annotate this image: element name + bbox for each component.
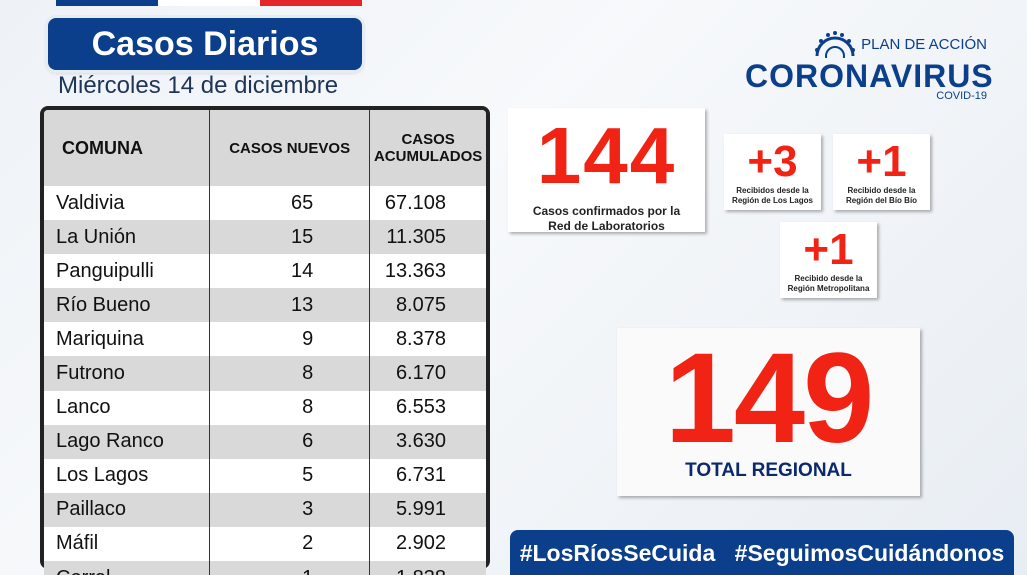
page-title: Casos Diarios <box>48 18 362 70</box>
cell-casos-nuevos: 8 <box>209 390 371 425</box>
table-row: Paillaco 3 5.991 <box>44 492 486 527</box>
cell-casos-nuevos: 15 <box>209 220 371 255</box>
cell-casos-nuevos: 1 <box>209 561 371 575</box>
confirmed-label: Casos confirmados por la Red de Laborator… <box>532 204 681 233</box>
cell-casos-acumulados: 5.991 <box>369 492 486 527</box>
bio-bio-value: +1 <box>856 137 907 186</box>
cell-casos-nuevos: 65 <box>209 186 371 221</box>
confirmed-cases-card: 144 Casos confirmados por la Red de Labor… <box>508 108 705 233</box>
cell-casos-acumulados: 3.630 <box>369 424 486 459</box>
cell-comuna: Corral <box>44 561 211 575</box>
confirmed-value: 144 <box>536 111 677 200</box>
table-row: Corral11.838 <box>44 561 486 575</box>
cell-casos-nuevos: 3 <box>209 492 371 527</box>
cell-casos-acumulados: 2.902 <box>369 526 486 562</box>
date-label: Miércoles 14 de diciembre <box>58 72 339 99</box>
cell-comuna: Lago Ranco <box>44 424 211 459</box>
cell-casos-nuevos: 5 <box>209 458 371 493</box>
cell-comuna: Mariquina <box>44 322 211 357</box>
cell-casos-nuevos: 9 <box>209 322 371 357</box>
cell-comuna: Futrono <box>44 356 211 391</box>
cell-casos-acumulados: 6.170 <box>369 356 486 391</box>
cell-casos-acumulados: 67.108 <box>369 186 486 221</box>
metropolitana-label: Recibido desde la Región Metropolitana <box>787 274 870 293</box>
cell-casos-acumulados: 6.731 <box>369 458 486 493</box>
cell-casos-nuevos: 6 <box>209 424 371 459</box>
los-lagos-value: +3 <box>747 137 798 186</box>
cell-casos-nuevos: 8 <box>209 356 371 391</box>
bio-bio-label: Recibido desde la Región del Bío Bío <box>845 186 918 205</box>
cell-casos-nuevos: 13 <box>209 288 371 323</box>
cell-comuna: La Unión <box>44 220 211 255</box>
los-lagos-label: Recibidos desde la Región de Los Lagos <box>732 186 813 205</box>
flag-stripe <box>56 0 362 6</box>
header-comuna: COMUNA <box>44 110 211 186</box>
table-row: Valdivia 65 67.108 <box>44 186 486 221</box>
cell-casos-acumulados: 8.378 <box>369 322 486 357</box>
hashtag-los-rios: #LosRíosSeCuida <box>519 539 716 566</box>
cell-comuna: Valdivia <box>44 186 211 221</box>
cell-casos-nuevos: 2 <box>209 526 371 562</box>
table-row: Lanco 8 6.553 <box>44 390 486 425</box>
total-regional-card: 149 TOTAL REGIONAL <box>617 328 920 496</box>
cell-casos-acumulados: 13.363 <box>369 254 486 289</box>
cell-casos-acumulados: 6.553 <box>369 390 486 425</box>
comunas-table: COMUNA CASOS NUEVOS CASOS ACUMULADOS Vald… <box>40 106 490 575</box>
logo-plan: PLAN DE ACCIÓN <box>861 36 987 53</box>
los-lagos-card: +3 Recibidos desde la Región de Los Lagos <box>724 134 821 210</box>
table-row: Lago Ranco 6 3.630 <box>44 424 486 459</box>
total-label: TOTAL REGIONAL <box>685 460 852 481</box>
table-row: Río Bueno 13 8.075 <box>44 288 486 323</box>
cell-comuna: Lanco <box>44 390 211 425</box>
virus-icon <box>815 31 855 58</box>
cell-comuna: Los Lagos <box>44 458 211 493</box>
metropolitana-card: +1 Recibido desde la Región Metropolitana <box>780 222 877 298</box>
cell-comuna: Panguipulli <box>44 254 211 289</box>
table-row: Mariquina 9 8.378 <box>44 322 486 357</box>
cell-comuna: Máfil <box>44 526 211 562</box>
table-header-row: COMUNA CASOS NUEVOS CASOS ACUMULADOS <box>44 110 486 186</box>
logo-sub: COVID-19 <box>936 90 987 102</box>
cell-casos-nuevos: 14 <box>209 254 371 289</box>
cell-casos-acumulados: 1.838 <box>369 561 486 575</box>
cell-casos-acumulados: 8.075 <box>369 288 486 323</box>
table-row: Futrono 8 6.170 <box>44 356 486 391</box>
table-row: Máfil 2 2.902 <box>44 526 486 562</box>
bio-bio-card: +1 Recibido desde la Región del Bío Bío <box>833 134 930 210</box>
header-casos-nuevos: CASOS NUEVOS <box>209 110 371 186</box>
table-row: Panguipulli 14 13.363 <box>44 254 486 289</box>
logo: PLAN DE ACCIÓN CORONAVIRUS COVID-19 <box>745 30 995 106</box>
table-row: La Unión 15 11.305 <box>44 220 486 255</box>
table-row: Los Lagos 5 6.731 <box>44 458 486 493</box>
logo-name: CORONAVIRUS <box>745 58 994 94</box>
hashtag-seguimos: #SeguimosCuidándonos <box>734 539 1005 566</box>
hashtag-bar: #LosRíosSeCuida #SeguimosCuidándonos <box>510 530 1014 575</box>
total-value: 149 <box>664 327 875 470</box>
cell-comuna: Paillaco <box>44 492 211 527</box>
metropolitana-value: +1 <box>803 225 854 274</box>
cell-comuna: Río Bueno <box>44 288 211 323</box>
header-casos-acumulados: CASOS ACUMULADOS <box>369 110 486 186</box>
cell-casos-acumulados: 11.305 <box>369 220 486 255</box>
